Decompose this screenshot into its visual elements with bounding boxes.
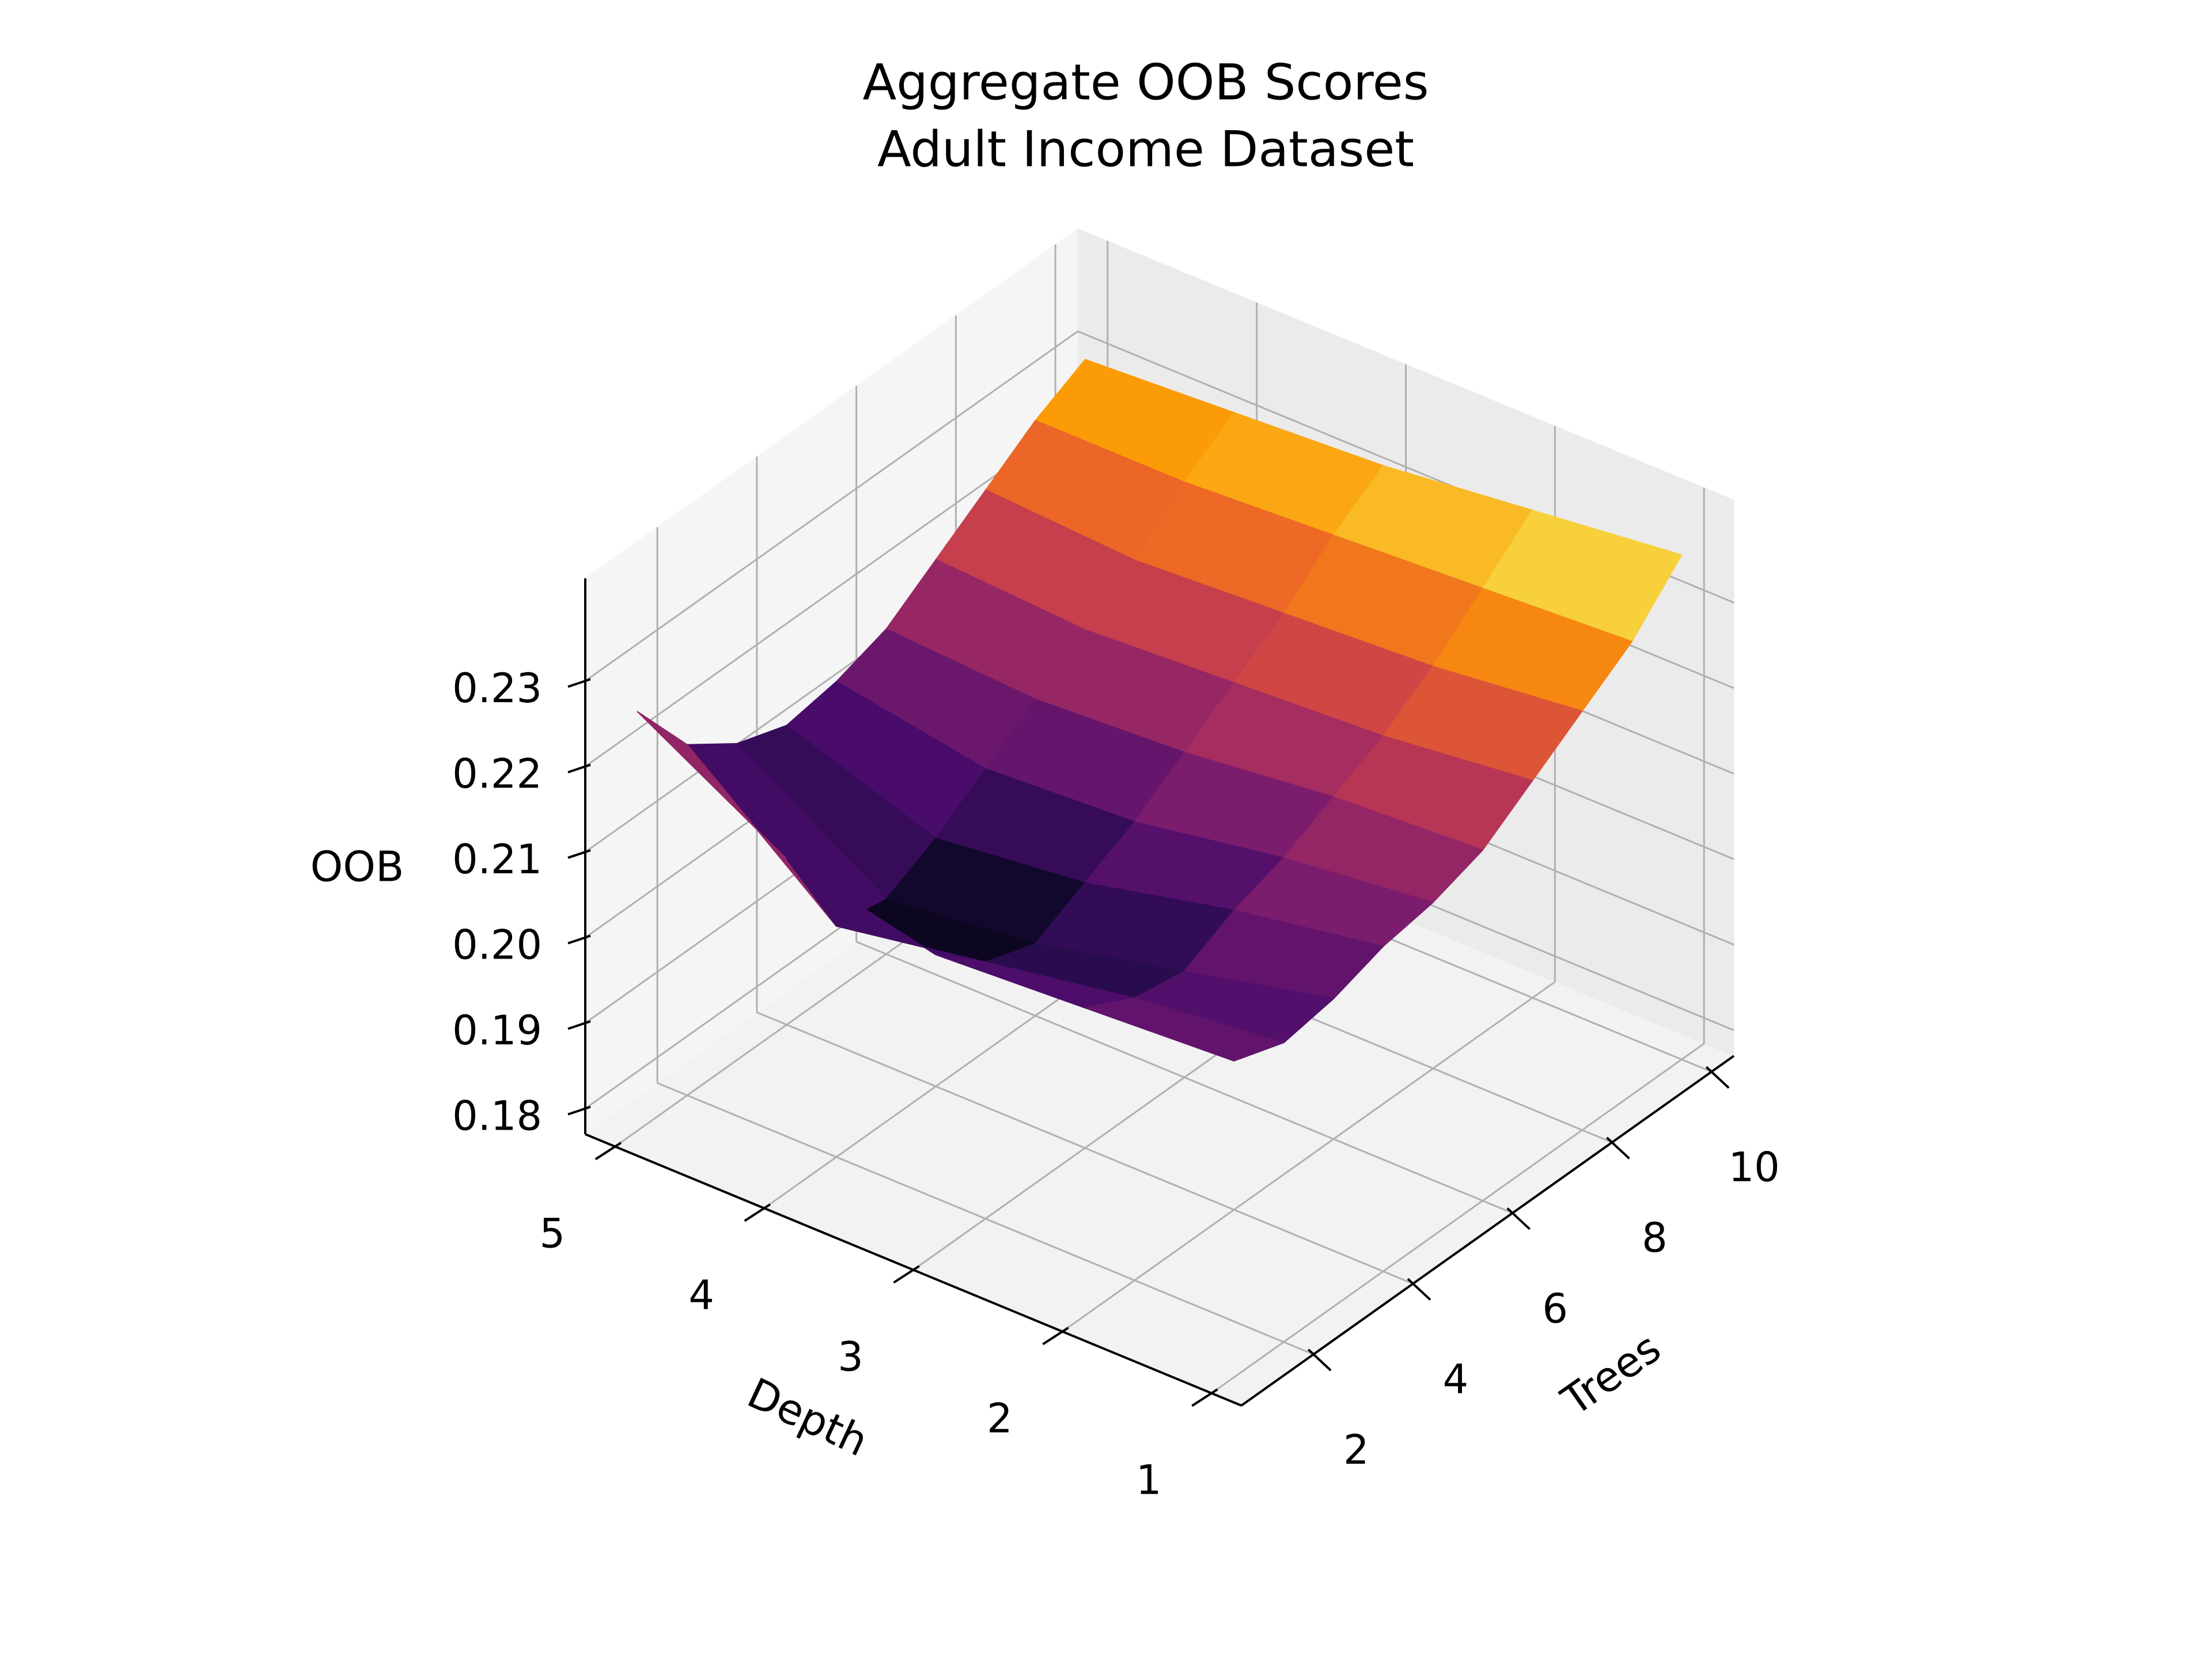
y-tick-label: 5	[539, 1210, 565, 1257]
grid-line	[585, 416, 1078, 767]
chart-title: Aggregate OOB Scores	[862, 54, 1429, 111]
z-tick-label: 0.19	[452, 1007, 542, 1054]
x-tick-label: 4	[1443, 1356, 1469, 1403]
grid-line	[1211, 1043, 1705, 1394]
z-tick-label: 0.21	[452, 836, 542, 883]
x-tick-label: 10	[1729, 1144, 1780, 1191]
z-tick	[567, 849, 591, 859]
y-tick-label: 4	[688, 1271, 714, 1319]
y-tick-label: 1	[1136, 1457, 1162, 1504]
x-tick	[1705, 1066, 1730, 1089]
x-tick-label: 8	[1642, 1214, 1668, 1262]
x-tick	[1407, 1278, 1431, 1301]
z-tick-label: 0.18	[452, 1092, 542, 1139]
x-tick	[1606, 1137, 1630, 1160]
z-tick-label: 0.22	[452, 751, 542, 798]
z-tick	[567, 1020, 591, 1030]
y-tick	[594, 1142, 622, 1161]
y-tick	[1042, 1327, 1069, 1346]
z-tick	[567, 934, 591, 945]
x-tick	[1307, 1349, 1332, 1372]
z-tick-label: 0.20	[452, 922, 542, 969]
chart-subtitle: Adult Income Dataset	[877, 120, 1414, 178]
surface-face	[1084, 997, 1285, 1062]
y-tick	[1191, 1388, 1218, 1407]
y-tick	[744, 1203, 771, 1222]
z-axis-label: OOB	[310, 843, 404, 891]
z-tick	[567, 678, 591, 688]
x-tick	[1506, 1207, 1531, 1230]
x-axis-line	[1240, 1055, 1735, 1407]
grid-line	[585, 330, 1078, 682]
y-tick	[893, 1265, 920, 1284]
x-tick-label: 6	[1542, 1285, 1568, 1332]
y-tick-label: 3	[838, 1334, 863, 1381]
z-tick	[567, 763, 591, 774]
y-tick-label: 2	[987, 1395, 1013, 1442]
x-tick-label: 2	[1343, 1426, 1369, 1474]
z-tick-label: 0.23	[452, 665, 542, 712]
grid-line	[1062, 981, 1556, 1332]
z-tick	[567, 1105, 591, 1116]
